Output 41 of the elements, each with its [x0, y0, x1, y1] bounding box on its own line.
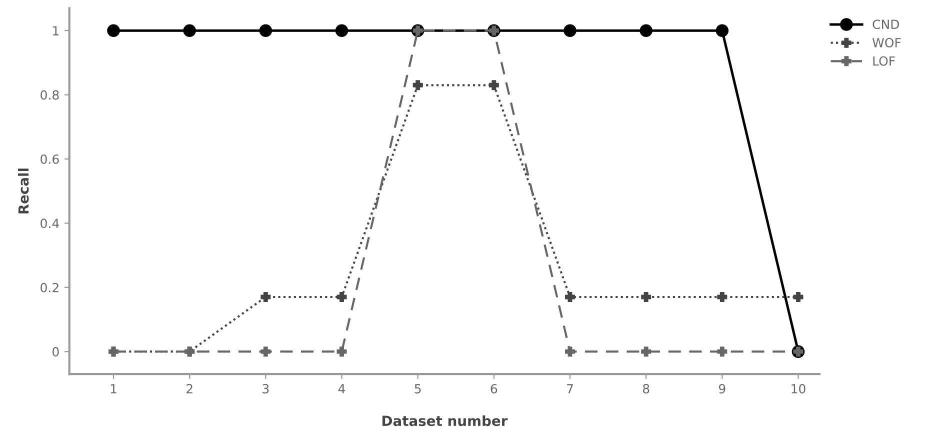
legend-label: WOF	[872, 38, 901, 48]
x-tick-label: 5	[414, 384, 421, 394]
point	[640, 24, 652, 37]
y-tick-label: 0	[52, 347, 59, 357]
x-tick-label: 1	[110, 384, 116, 394]
point	[717, 346, 728, 357]
point	[335, 24, 348, 37]
point	[564, 24, 576, 37]
legend-label: CND	[872, 20, 900, 30]
point	[260, 292, 271, 302]
y-tick-label: 0.2	[40, 282, 58, 292]
y-tick-label: 1	[53, 26, 58, 36]
x-tick-label: 7	[567, 384, 573, 394]
x-axis-title: Dataset number	[382, 415, 508, 426]
x-tick-label: 6	[490, 384, 498, 394]
point	[336, 346, 347, 357]
x-tick-label: 2	[186, 384, 192, 394]
point	[717, 292, 728, 302]
x-tick-label: 10	[792, 384, 806, 394]
point	[183, 24, 196, 37]
point	[260, 346, 271, 357]
point	[564, 292, 575, 302]
legend-label: LOF	[873, 56, 895, 66]
y-tick-label: 0.4	[40, 218, 59, 228]
point	[564, 346, 575, 357]
y-tick-label: 0.6	[40, 154, 59, 164]
point	[336, 292, 347, 302]
x-tick-label: 4	[338, 384, 346, 394]
point	[641, 346, 652, 357]
x-tick-label: 9	[718, 384, 726, 394]
x-tick-label: 8	[642, 384, 650, 394]
y-axis-title: Recall	[18, 168, 29, 214]
point	[488, 80, 499, 90]
point	[259, 24, 272, 37]
x-tick-label: 3	[262, 384, 269, 394]
point	[793, 292, 804, 302]
point	[107, 24, 120, 37]
point	[716, 24, 729, 37]
y-tick-label: 0.8	[40, 90, 59, 100]
point	[412, 80, 423, 90]
point	[641, 292, 652, 302]
